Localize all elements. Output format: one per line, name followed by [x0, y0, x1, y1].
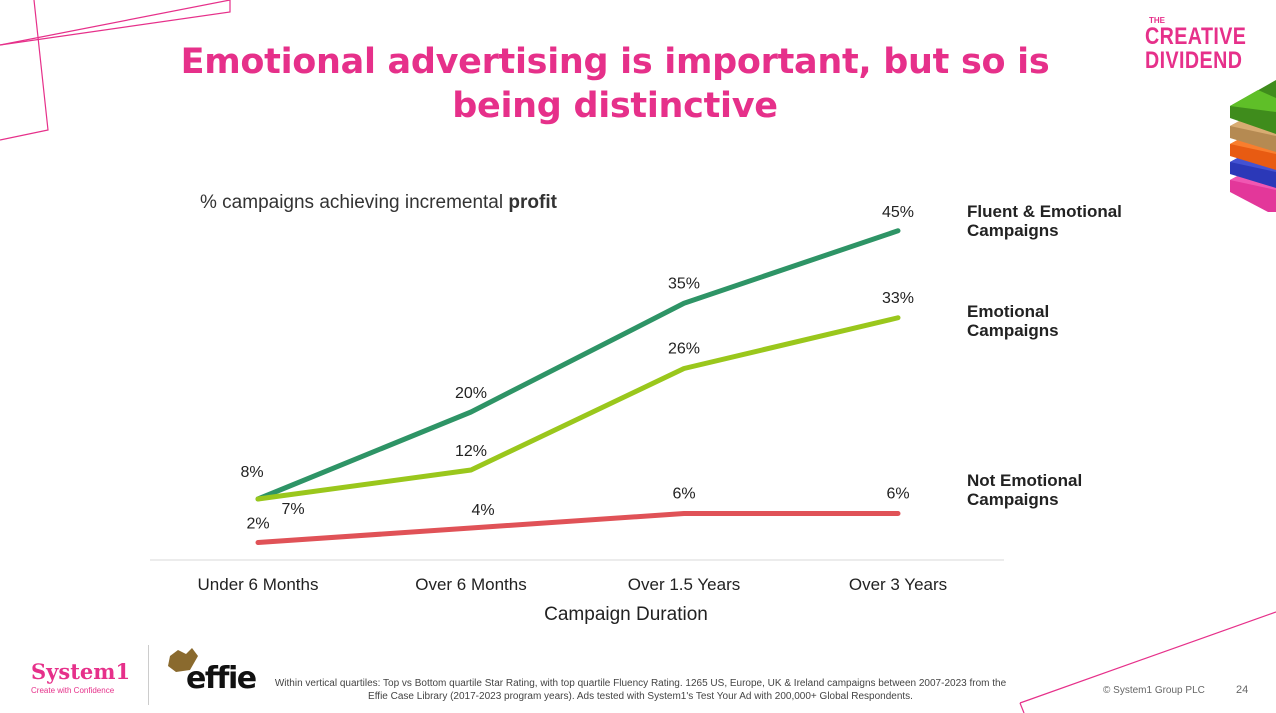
- deco-line-bottom-right-2: [1019, 702, 1025, 713]
- data-label-not-emotional-campaigns-0: 2%: [246, 516, 269, 533]
- deco-line-bottom-right: [1019, 611, 1276, 704]
- data-label-emotional-campaigns-0: 7%: [281, 501, 304, 518]
- data-label-not-emotional-campaigns-3: 6%: [886, 486, 909, 503]
- legend-fluent-emotional-line1: Fluent & Emotional: [967, 202, 1122, 221]
- copyright: © System1 Group PLC: [1103, 685, 1205, 696]
- data-label-fluent-emotional-campaigns-3: 45%: [882, 204, 914, 221]
- series-line-fluent-emotional-campaigns: [255, 228, 901, 502]
- chart-subtitle: % campaigns achieving incremental profit: [200, 192, 558, 213]
- data-label-not-emotional-campaigns-2: 6%: [672, 486, 695, 503]
- deco-line-top-left-2: [0, 0, 231, 46]
- system1-logo: System1: [31, 659, 131, 684]
- legend-emotional-line2: Campaigns: [967, 321, 1059, 340]
- x-axis-title: Campaign Duration: [544, 604, 708, 625]
- chart-subtitle-bold: profit: [508, 192, 557, 213]
- deco-line-left: [0, 0, 49, 141]
- data-label-fluent-emotional-campaigns-2: 35%: [668, 275, 700, 292]
- footer-divider: [148, 645, 149, 705]
- x-tick-over-3-years: Over 3 Years: [849, 575, 947, 594]
- brand-the: THE: [1149, 16, 1165, 25]
- effie-logo: effie: [186, 661, 257, 696]
- data-label-emotional-campaigns-2: 26%: [668, 341, 700, 358]
- x-tick-under-6-months: Under 6 Months: [198, 575, 319, 594]
- brand-dividend: DIVIDEND: [1145, 47, 1243, 74]
- legend-fluent-emotional: Fluent & Emotional Campaigns: [967, 202, 1167, 240]
- system1-tagline: Create with Confidence: [31, 686, 115, 695]
- creative-dividend-logo: THE CREATIVE DIVIDEND: [1136, 17, 1246, 74]
- data-label-emotional-campaigns-3: 33%: [882, 290, 914, 307]
- footnote: Within vertical quartiles: Top vs Bottom…: [274, 678, 1007, 702]
- x-tick-over-1-5-years: Over 1.5 Years: [628, 575, 740, 594]
- page-number: 24: [1236, 684, 1249, 696]
- series-line-not-emotional-campaigns: [255, 511, 901, 545]
- slide-title: Emotional advertising is important, but …: [180, 42, 1050, 126]
- chart-subtitle-plain: % campaigns achieving incremental: [200, 192, 508, 213]
- series-layer: [255, 228, 901, 545]
- legend-fluent-emotional-line2: Campaigns: [967, 221, 1059, 240]
- effie-mark-icon: [168, 648, 198, 672]
- data-label-not-emotional-campaigns-1: 4%: [471, 502, 494, 519]
- data-label-fluent-emotional-campaigns-0: 8%: [240, 464, 263, 481]
- legend-emotional: Emotional Campaigns: [967, 302, 1167, 340]
- block-green: [1230, 80, 1276, 134]
- data-labels: 8% 20% 35% 45% 7% 12% 26% 33% 2% 4% 6% 6%: [240, 204, 914, 533]
- series-line-emotional-campaigns: [255, 315, 901, 502]
- x-tick-labels: Under 6 Months Over 6 Months Over 1.5 Year…: [198, 575, 948, 594]
- data-label-emotional-campaigns-1: 12%: [455, 443, 487, 460]
- legend-not-emotional-line2: Campaigns: [967, 490, 1059, 509]
- data-label-fluent-emotional-campaigns-1: 20%: [455, 385, 487, 402]
- legend-not-emotional: Not Emotional Campaigns: [967, 471, 1167, 509]
- legend-not-emotional-line1: Not Emotional: [967, 471, 1083, 490]
- legend-emotional-line1: Emotional: [967, 302, 1050, 321]
- x-tick-over-6-months: Over 6 Months: [415, 575, 527, 594]
